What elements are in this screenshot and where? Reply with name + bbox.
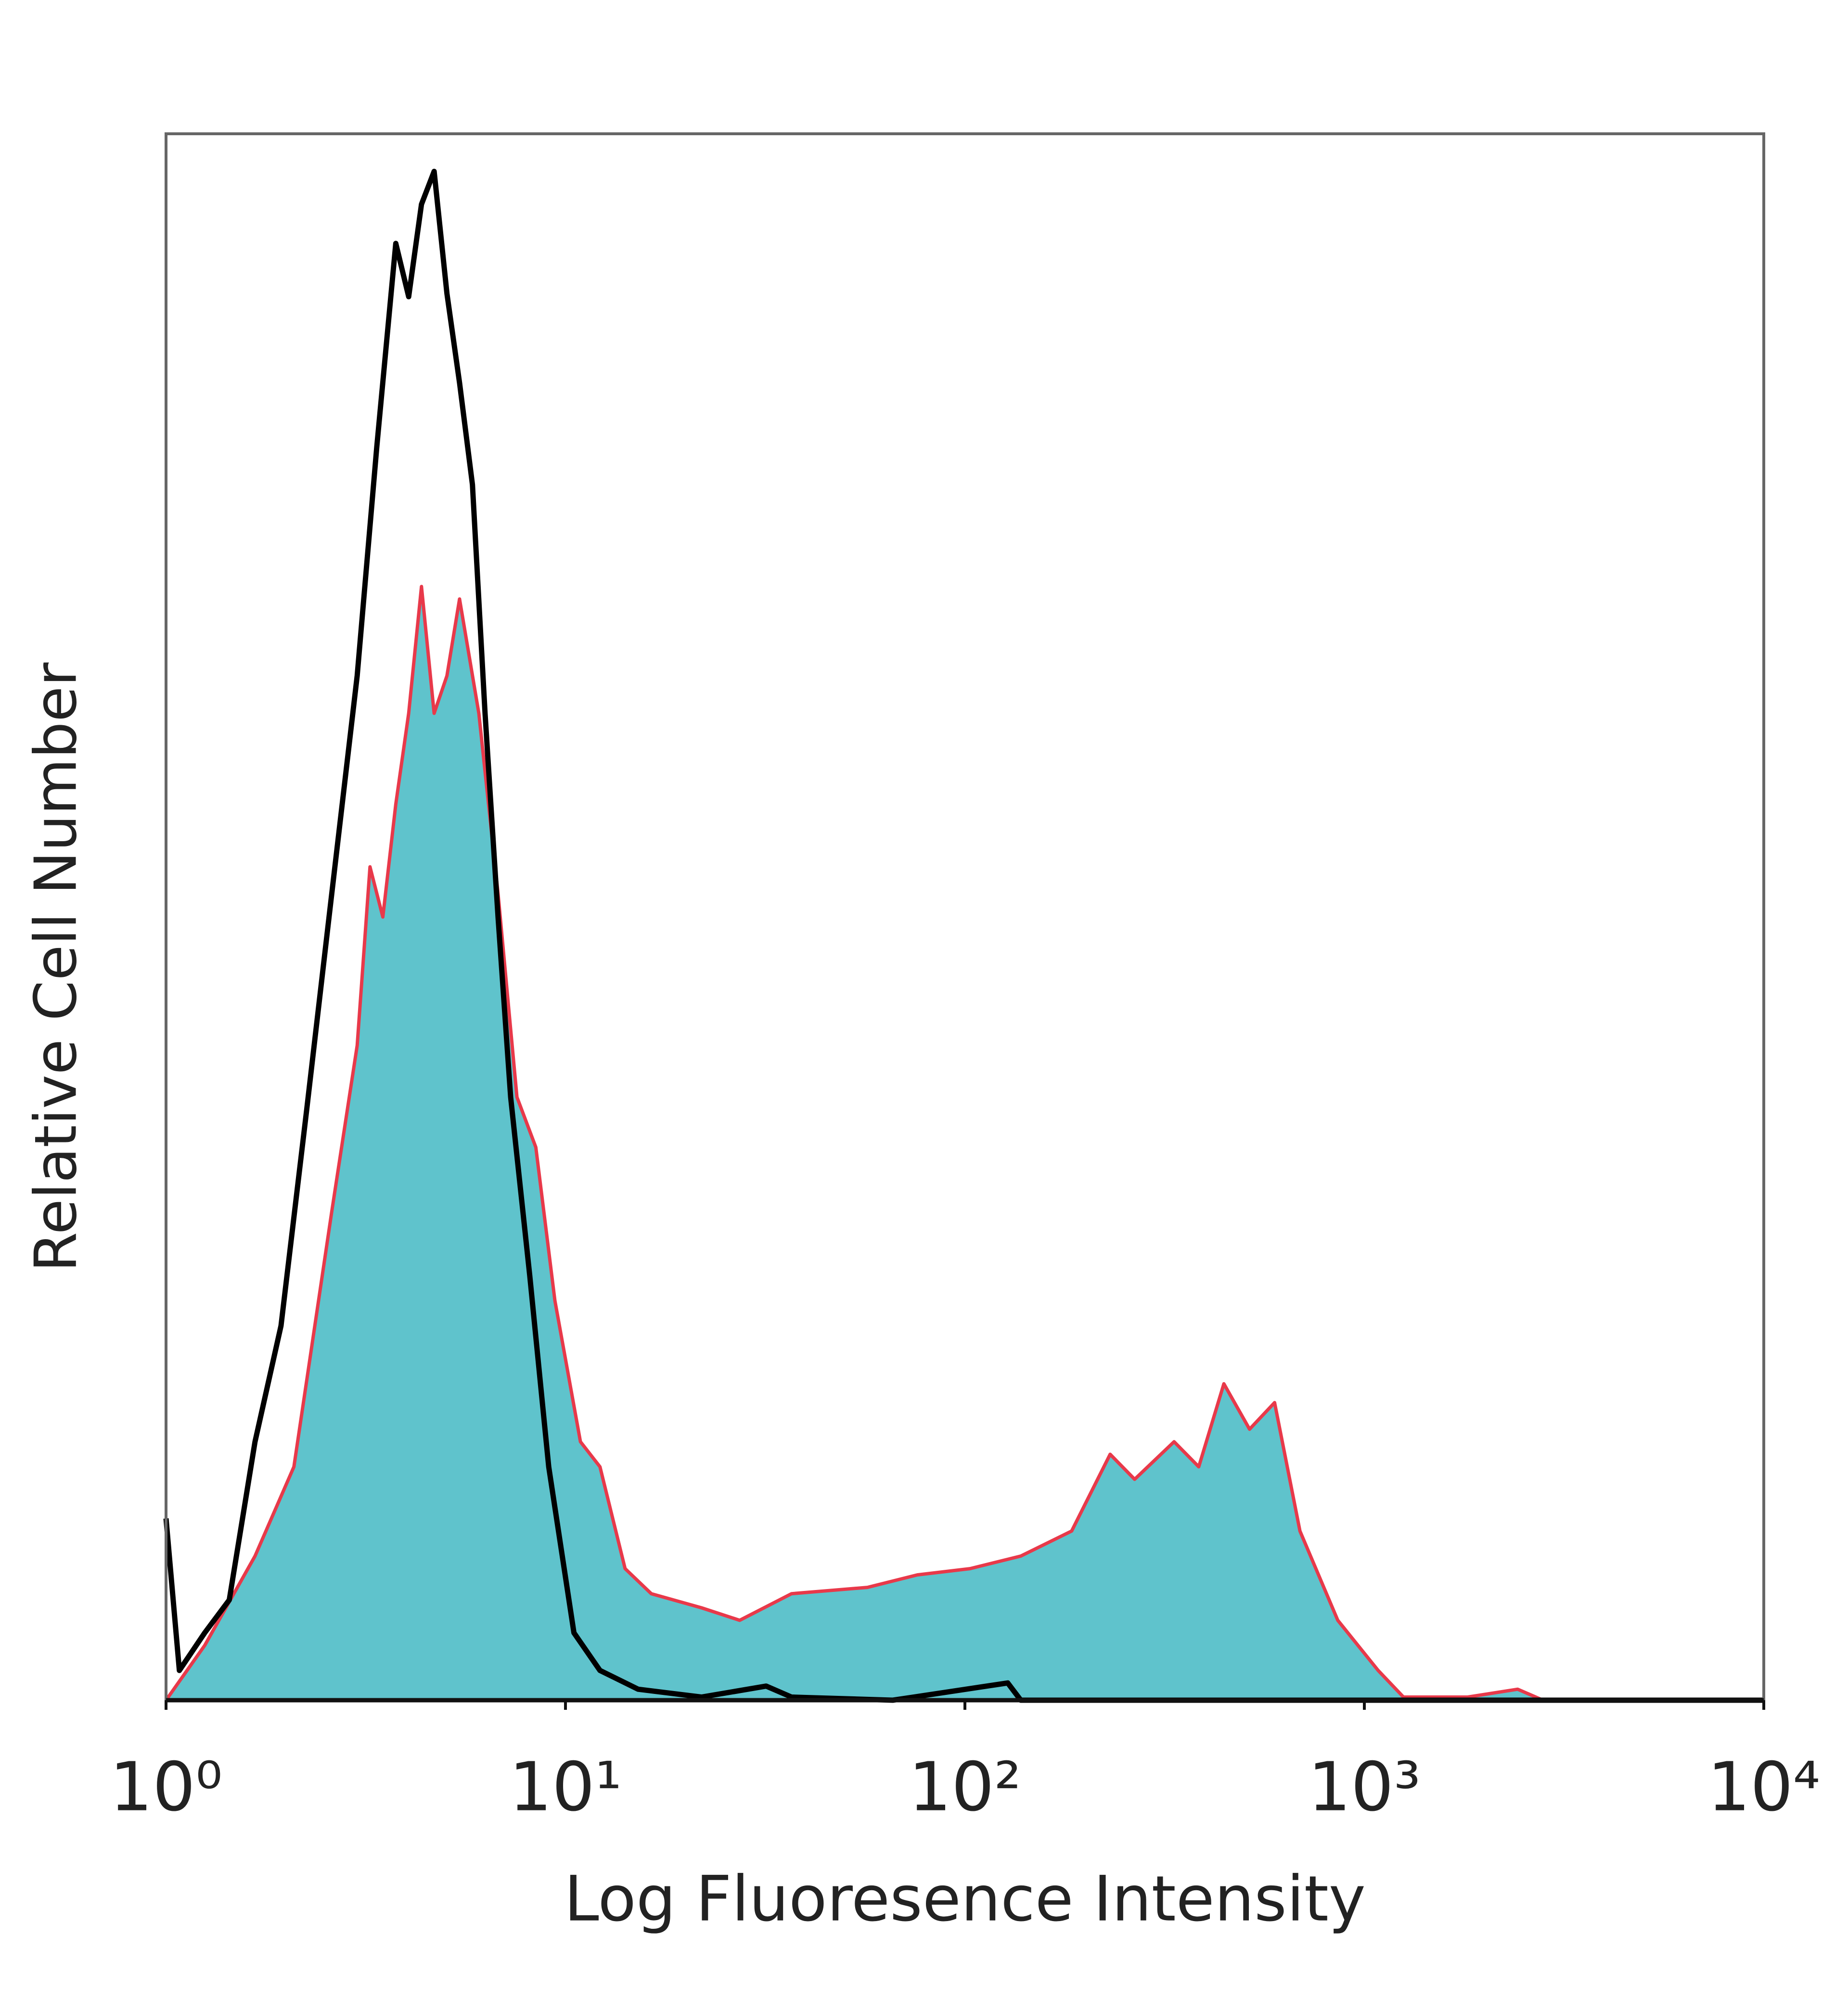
x-axis-label: Log Fluoresence Intensity [564, 1862, 1366, 1936]
x-tick-label: 10⁰ [110, 1748, 222, 1827]
x-tick-label: 10³ [1308, 1748, 1421, 1827]
histogram-area [166, 586, 1764, 1700]
x-tick-label: 10¹ [509, 1748, 622, 1827]
x-tick-label: 10⁴ [1707, 1748, 1820, 1827]
y-axis-label: Relative Cell Number [23, 662, 90, 1272]
histogram-outline [165, 585, 1764, 1702]
x-tick-label: 10² [909, 1748, 1021, 1827]
histogram-line [163, 168, 1764, 1703]
